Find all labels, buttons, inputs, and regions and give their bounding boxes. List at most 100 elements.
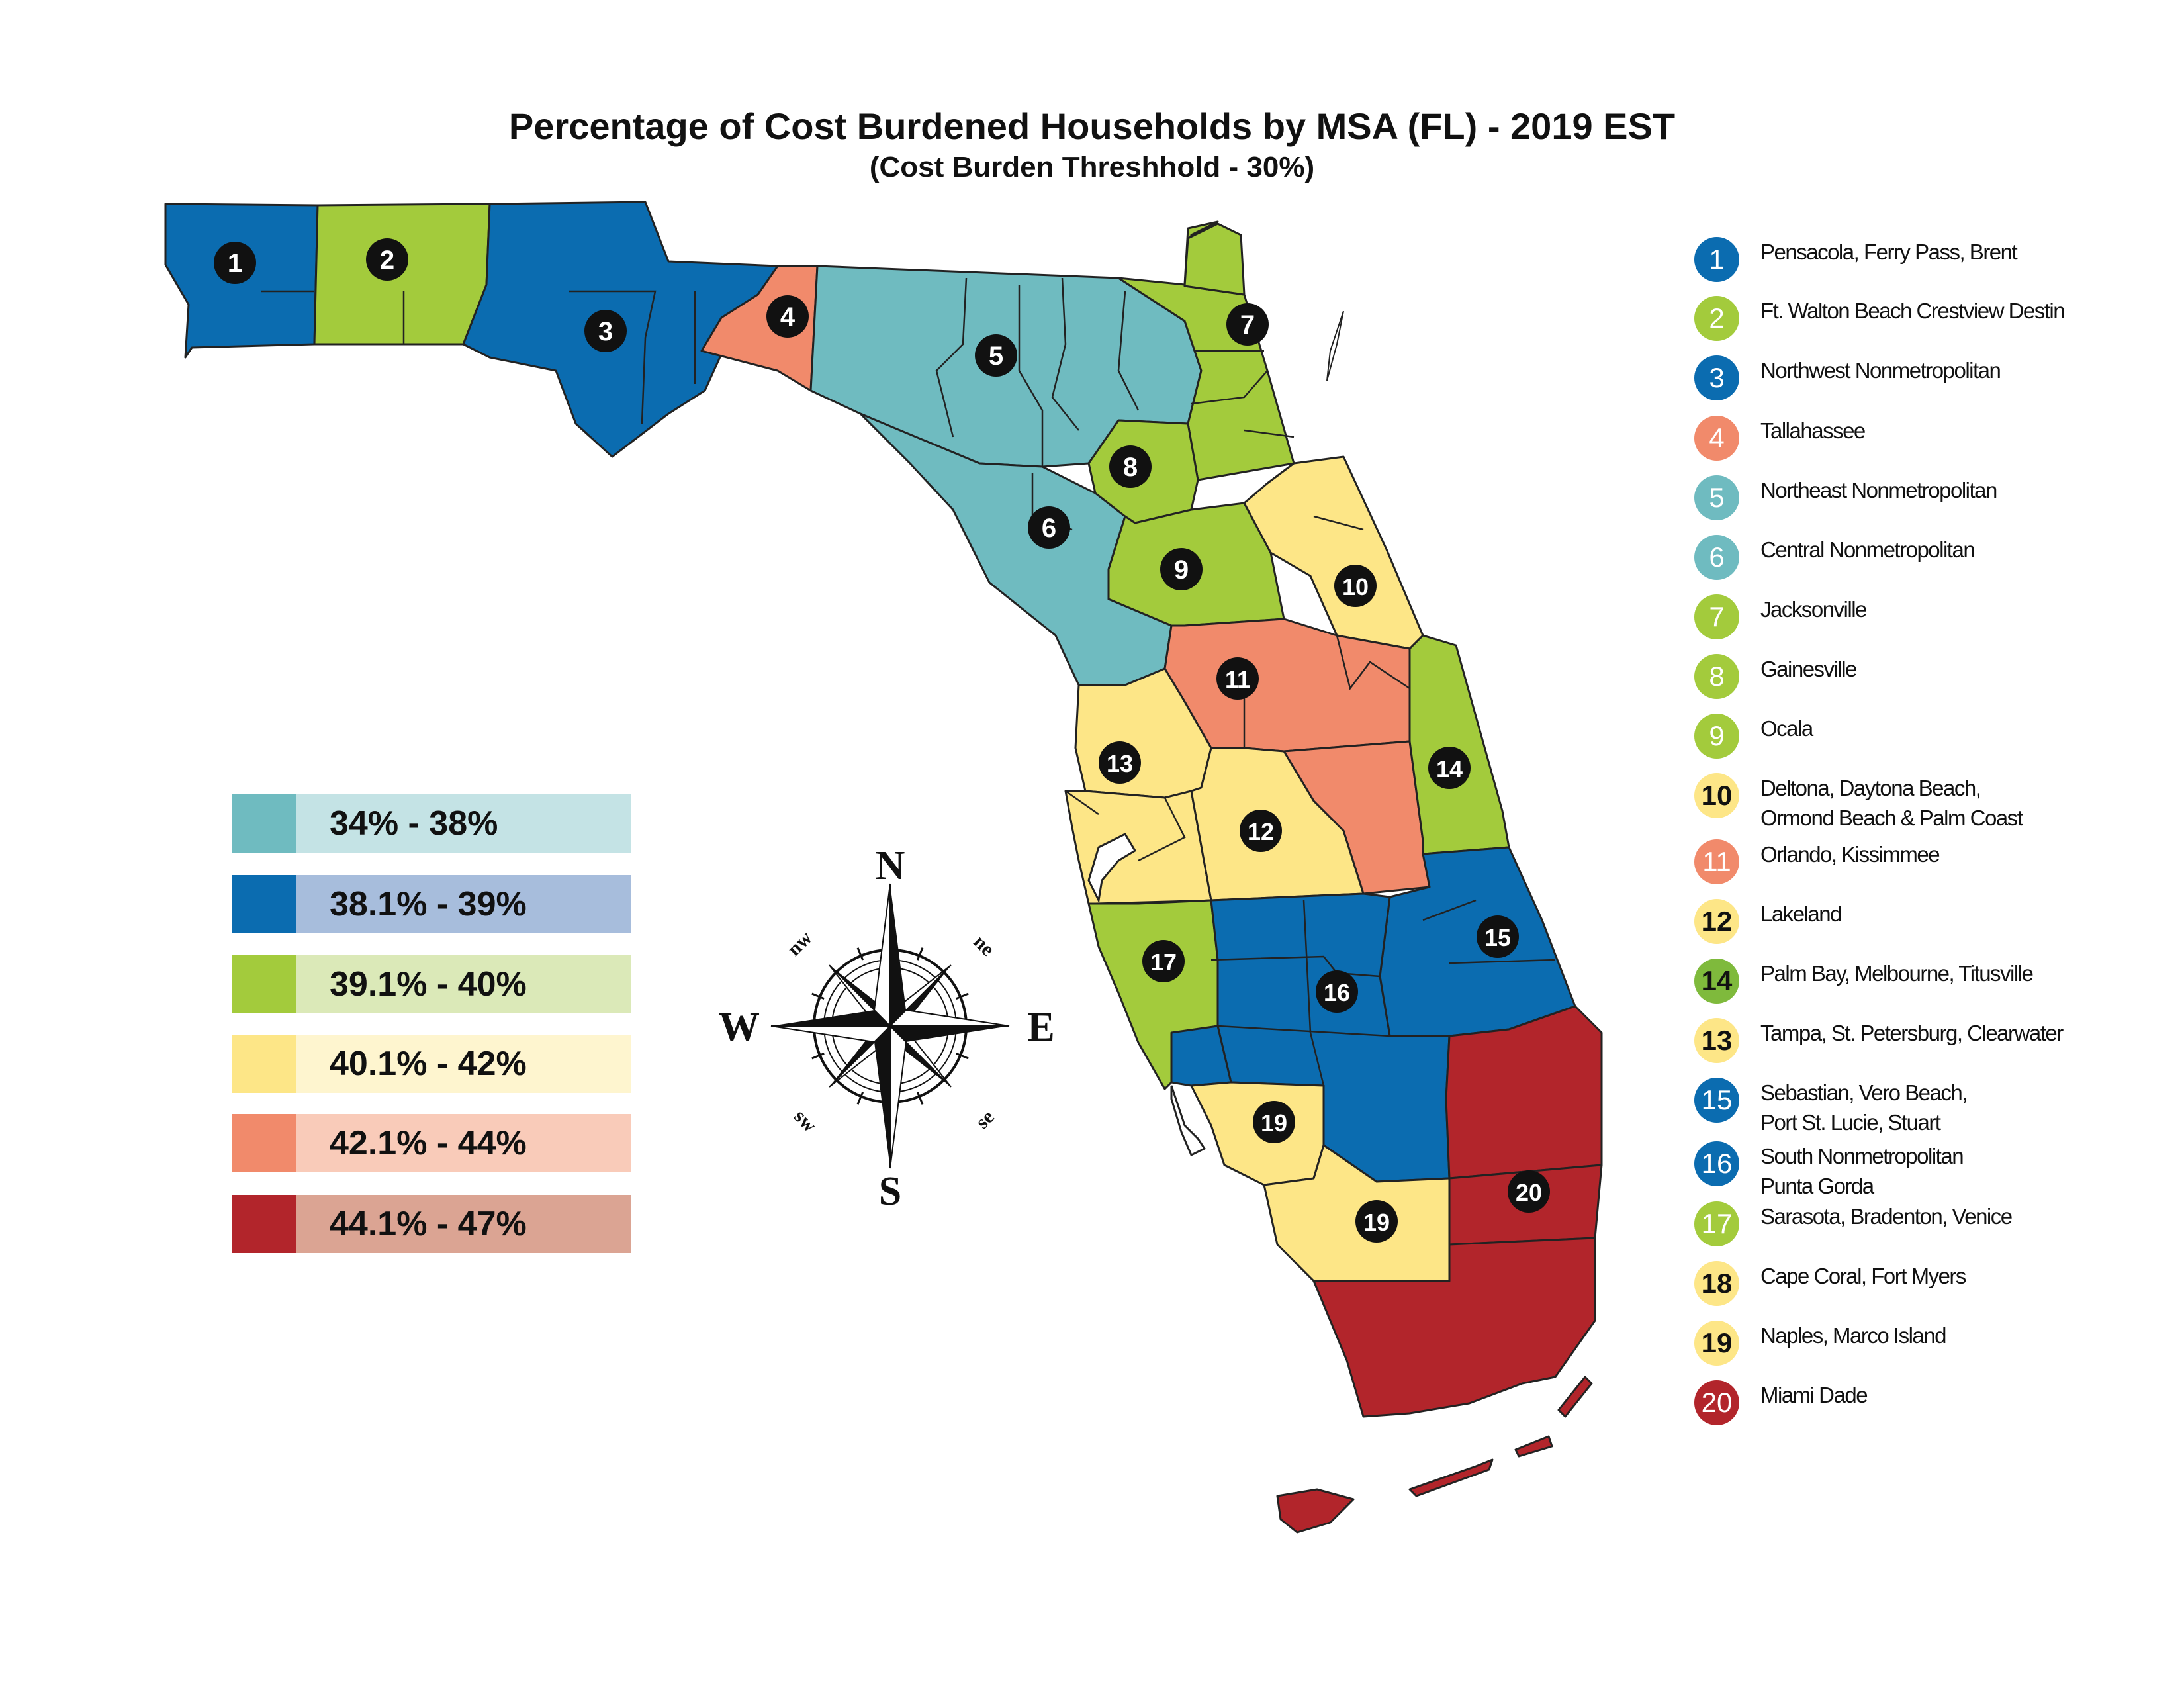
compass-ne: ne bbox=[969, 931, 999, 961]
compass-se: se bbox=[972, 1106, 999, 1133]
msa-name: Miami Dade bbox=[1760, 1383, 1868, 1407]
map-marker bbox=[1109, 445, 1152, 488]
msa-key-item: 2 Ft. Walton Beach Crestview Destin bbox=[1694, 296, 2171, 349]
msa-key-item: 3 Northwest Nonmetropolitan bbox=[1694, 355, 2171, 408]
region-miami-dade bbox=[1312, 1237, 1596, 1418]
region-pinellas bbox=[1064, 790, 1212, 905]
msa-name: Tampa, St. Petersburg, Clearwater bbox=[1760, 1021, 2064, 1045]
msa-name: Pensacola, Ferry Pass, Brent bbox=[1760, 240, 2018, 264]
legend-row: 42.1% - 44% bbox=[232, 1114, 631, 1172]
legend-label: 42.1% - 44% bbox=[296, 1114, 631, 1172]
msa-key-item: 18 Cape Coral, Fort Myers bbox=[1694, 1261, 2171, 1314]
msa-number-badge: 3 bbox=[1694, 355, 1739, 400]
msa-key-item: 8 Gainesville bbox=[1694, 654, 2171, 707]
map-marker-label: 20 bbox=[1516, 1179, 1542, 1206]
msa-name: Ft. Walton Beach Crestview Destin bbox=[1760, 299, 2066, 323]
map-marker-label: 9 bbox=[1174, 555, 1189, 585]
msa-key-item: 5 Northeast Nonmetropolitan bbox=[1694, 475, 2171, 528]
msa-key-item: 10 Deltona, Daytona Beach, Ormond Beach &… bbox=[1694, 773, 2171, 830]
msa-key-item: 15 Sebastian, Vero Beach, Port St. Lucie,… bbox=[1694, 1078, 2171, 1135]
legend-row: 40.1% - 42% bbox=[232, 1035, 631, 1093]
region-palm-beach bbox=[1445, 1005, 1603, 1180]
msa-key-item: 20 Miami Dade bbox=[1694, 1380, 2171, 1433]
map-marker bbox=[1216, 657, 1259, 700]
msa-name: Ocala bbox=[1760, 716, 1813, 741]
map-marker-label: 3 bbox=[598, 317, 613, 346]
msa-key-item: 1 Pensacola, Ferry Pass, Brent bbox=[1694, 237, 2171, 290]
msa-key-item: 7 Jacksonville bbox=[1694, 594, 2171, 647]
msa-number-badge: 10 bbox=[1694, 773, 1739, 818]
region-keys bbox=[1276, 1376, 1593, 1534]
map-marker bbox=[1240, 810, 1282, 852]
map-marker-label: 5 bbox=[989, 342, 1003, 371]
legend-row: 34% - 38% bbox=[232, 794, 631, 853]
compass-e: E bbox=[1027, 1005, 1054, 1050]
map-title: Percentage of Cost Burdened Households b… bbox=[508, 105, 1676, 147]
msa-key-item: 6 Central Nonmetropolitan bbox=[1694, 535, 2171, 588]
msa-name: Deltona, Daytona Beach, Ormond Beach & P… bbox=[1760, 776, 2023, 830]
msa-name: Palm Bay, Melbourne, Titusville bbox=[1760, 961, 2034, 986]
map-marker-label: 10 bbox=[1342, 573, 1369, 600]
msa-number-badge: 16 bbox=[1694, 1141, 1739, 1186]
msa-key-item: 4 Tallahassee bbox=[1694, 416, 2171, 469]
msa-name: Northeast Nonmetropolitan bbox=[1760, 478, 1997, 502]
msa-name: Jacksonville bbox=[1760, 597, 1867, 622]
msa-name: Lakeland bbox=[1760, 902, 1842, 926]
map-marker bbox=[1334, 565, 1377, 607]
msa-name: Sebastian, Vero Beach, Port St. Lucie, S… bbox=[1760, 1080, 1968, 1135]
msa-number-badge: 19 bbox=[1694, 1321, 1739, 1366]
map-marker bbox=[1226, 303, 1269, 346]
compass-n: N bbox=[876, 843, 905, 888]
msa-name: Orlando, Kissimmee bbox=[1760, 842, 1940, 867]
map-marker-label: 6 bbox=[1042, 514, 1056, 543]
msa-name: South Nonmetropolitan Punta Gorda bbox=[1760, 1144, 1964, 1198]
msa-key-item: 13 Tampa, St. Petersburg, Clearwater bbox=[1694, 1018, 2171, 1071]
legend-swatch bbox=[232, 1035, 296, 1093]
map-marker bbox=[1160, 548, 1203, 590]
msa-number-badge: 9 bbox=[1694, 714, 1739, 759]
compass-sw: sw bbox=[790, 1105, 821, 1137]
msa-number-badge: 12 bbox=[1694, 899, 1739, 944]
legend-swatch bbox=[232, 1195, 296, 1253]
msa-key-item: 17 Sarasota, Bradenton, Venice bbox=[1694, 1201, 2171, 1254]
map-marker bbox=[1099, 741, 1141, 784]
map-marker-label: 13 bbox=[1107, 750, 1133, 777]
map-marker-label: 12 bbox=[1248, 818, 1274, 845]
map-marker-label: 19 bbox=[1363, 1209, 1390, 1236]
msa-name: Northwest Nonmetropolitan bbox=[1760, 358, 2001, 383]
compass-nw: nw bbox=[783, 927, 817, 961]
msa-number-badge: 15 bbox=[1694, 1078, 1739, 1123]
legend-row: 44.1% - 47% bbox=[232, 1195, 631, 1253]
msa-number-badge: 4 bbox=[1694, 416, 1739, 461]
msa-key-item: 9 Ocala bbox=[1694, 714, 2171, 767]
map-marker bbox=[1477, 915, 1519, 958]
legend-label: 39.1% - 40% bbox=[296, 955, 631, 1013]
map-marker bbox=[1355, 1200, 1398, 1243]
msa-name: Central Nonmetropolitan bbox=[1760, 538, 1976, 562]
map-marker bbox=[366, 238, 408, 281]
region-palm-bay bbox=[1408, 634, 1510, 855]
map-marker-label: 14 bbox=[1436, 755, 1463, 782]
compass-s: S bbox=[879, 1169, 901, 1214]
map-marker bbox=[766, 295, 809, 338]
map-marker-label: 1 bbox=[228, 249, 242, 278]
map-marker-label: 19 bbox=[1261, 1109, 1287, 1137]
msa-number-badge: 13 bbox=[1694, 1018, 1739, 1063]
map-marker bbox=[975, 334, 1017, 377]
legend-swatch bbox=[232, 1114, 296, 1172]
compass-w: W bbox=[719, 1005, 760, 1050]
map-marker bbox=[1508, 1170, 1550, 1213]
map-marker-label: 11 bbox=[1225, 666, 1250, 693]
msa-number-badge: 2 bbox=[1694, 296, 1739, 341]
legend-label: 38.1% - 39% bbox=[296, 875, 631, 933]
region-jacksonville-coast bbox=[1183, 222, 1246, 296]
legend-label: 40.1% - 42% bbox=[296, 1035, 631, 1093]
map-marker bbox=[1316, 970, 1358, 1013]
msa-name: Cape Coral, Fort Myers bbox=[1760, 1264, 1966, 1288]
msa-name: Tallahassee bbox=[1760, 418, 1866, 443]
map-marker bbox=[584, 310, 627, 352]
map-marker bbox=[1028, 506, 1070, 549]
msa-number-badge: 6 bbox=[1694, 535, 1739, 580]
